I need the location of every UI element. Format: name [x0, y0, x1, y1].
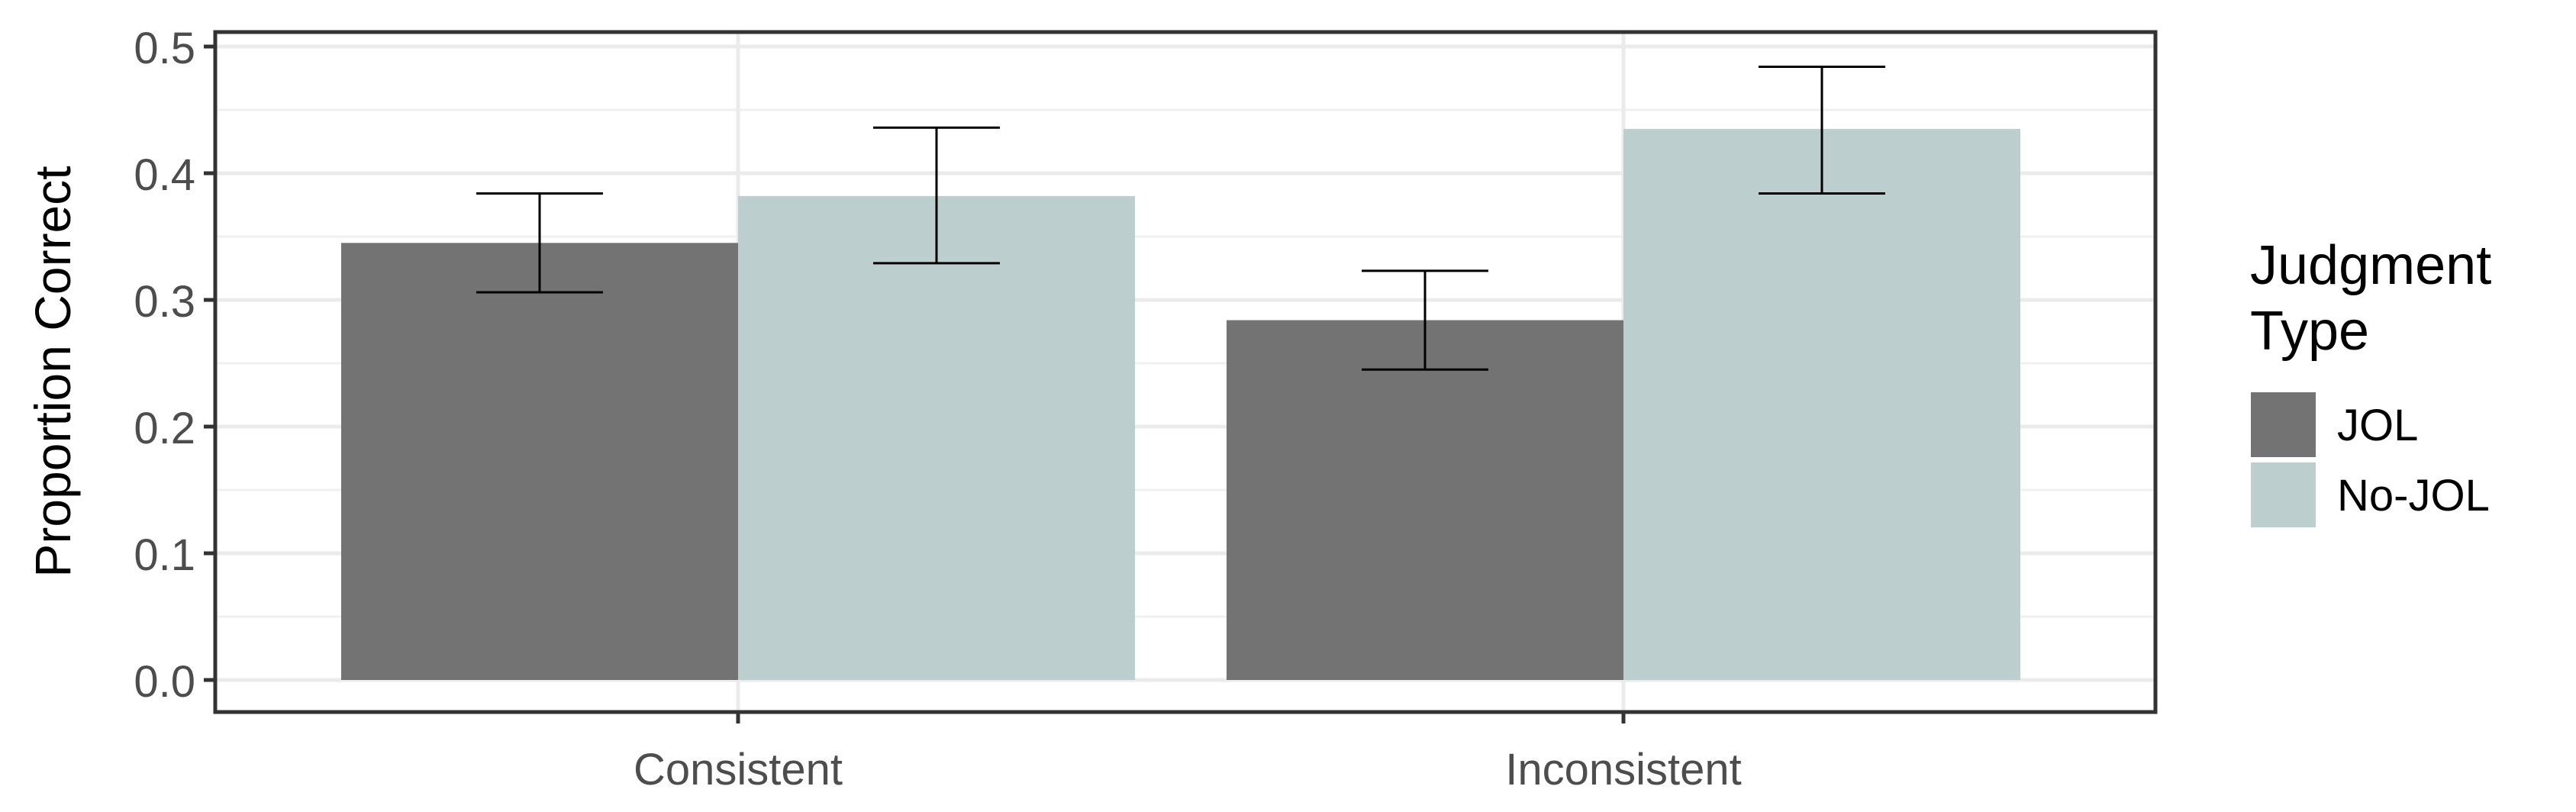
legend-key-no-jol	[2251, 462, 2316, 527]
plot-panel-border	[213, 30, 2158, 714]
bar-no-jol-inconsistent	[1623, 128, 2020, 680]
legend-item-jol: JOL	[2251, 392, 2418, 457]
y-tick-label: 0.4	[134, 150, 195, 200]
error-bars-layer	[476, 66, 1885, 371]
legend: Judgment Type JOL No-JOL	[2250, 235, 2491, 527]
legend-label-jol: JOL	[2337, 401, 2418, 450]
y-tick-label: 0.0	[134, 657, 195, 707]
legend-title-line2: Type	[2250, 301, 2369, 362]
error-bar-no-jol-consistent	[873, 126, 1000, 265]
error-bar-jol-inconsistent	[1362, 269, 1488, 371]
bars-layer	[341, 128, 2020, 680]
legend-key-jol	[2251, 392, 2316, 457]
x-tick-label-inconsistent: Inconsistent	[1505, 745, 1742, 794]
y-tick-label: 0.2	[134, 404, 195, 453]
legend-title-line1: Judgment	[2250, 235, 2491, 296]
error-bar-no-jol-inconsistent	[1759, 66, 1885, 195]
axes-layer: 0.0 0.1 0.2 0.3 0.4 0.5 Consistent Inconsistent	[134, 24, 1741, 794]
legend-label-no-jol: No-JOL	[2337, 471, 2490, 520]
x-tick-label-consistent: Consistent	[634, 745, 843, 794]
legend-item-no-jol: No-JOL	[2251, 462, 2490, 527]
y-tick-label: 0.5	[134, 24, 195, 73]
y-tick-label: 0.1	[134, 530, 195, 580]
bar-no-jol-consistent	[738, 195, 1135, 680]
y-tick-label: 0.3	[134, 277, 195, 327]
y-axis-title: Proportion Correct	[24, 166, 81, 577]
bar-jol-consistent	[341, 243, 738, 680]
error-bar-jol-consistent	[476, 192, 603, 294]
bar-jol-inconsistent	[1227, 320, 1623, 680]
